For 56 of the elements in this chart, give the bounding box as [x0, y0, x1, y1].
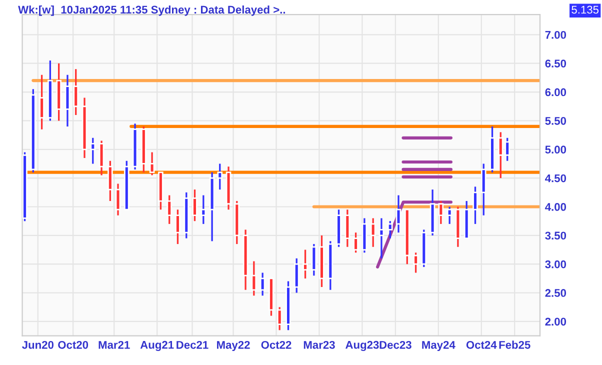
y-tick-label: 6.00 [545, 88, 566, 96]
candlestick [217, 162, 223, 190]
x-tick-label: Oct20 [58, 340, 88, 349]
candlestick [353, 232, 358, 254]
candlestick [472, 186, 478, 225]
x-tick-label: Aug21 [140, 340, 174, 352]
y-tick-label: 4.50 [545, 174, 566, 182]
x-tick-label: Mar23 [304, 340, 335, 349]
x-tick-label: Feb25 [499, 340, 530, 349]
candlestick [108, 160, 113, 202]
candlestick [73, 68, 79, 116]
candlestick [311, 243, 317, 276]
x-tick-label: Aug23 [346, 340, 379, 352]
candlestick [413, 252, 418, 274]
candlestick [276, 306, 282, 331]
candlestick [115, 182, 121, 216]
text: 5.135 [572, 6, 599, 14]
y-tick-label: 4.00 [545, 203, 566, 211]
x-tick-label: Jun20 [22, 340, 54, 349]
x-tick-label: Oct22 [261, 340, 292, 349]
y-tick-label: 6.50 [545, 60, 566, 68]
y-tick-label: 2.00 [545, 318, 566, 326]
x-tick-label: May24 [422, 340, 456, 352]
candlestick [39, 74, 44, 130]
candlestick [294, 258, 300, 294]
x-tick-label: Mar21 [98, 340, 130, 349]
candlestick [98, 140, 104, 176]
candlestick [90, 137, 96, 165]
candlestick [149, 151, 155, 176]
x-tick-label: Oct24 [466, 340, 497, 349]
chart-title: Wk:[w] 10Jan2025 11:35 Sydney : Data Delayed >.. [18, 5, 286, 16]
candlestick [344, 208, 350, 248]
y-tick-label: 3.00 [545, 260, 566, 268]
candlestick [378, 217, 384, 260]
candlestick [260, 272, 266, 296]
y-tick-label: 5.00 [545, 146, 566, 154]
candlestick [166, 194, 172, 225]
candlestick [175, 208, 180, 245]
candlestick [438, 200, 444, 225]
candlestick [396, 194, 402, 234]
candlestick [302, 248, 308, 280]
candlestick [446, 206, 452, 225]
x-tick-label: May22 [217, 340, 250, 352]
y-tick-label: 2.50 [545, 289, 566, 297]
candlestick [480, 162, 486, 216]
y-tick-label: 7.00 [545, 30, 566, 39]
candlestick [387, 220, 393, 240]
candlestick [64, 74, 70, 128]
y-tick-label: 5.50 [545, 116, 566, 125]
x-tick-label: Dec21 [176, 340, 208, 349]
y-tick-label: 3.50 [545, 232, 566, 240]
candlestick [370, 217, 376, 248]
candlestick [200, 194, 206, 225]
candlestick [251, 260, 257, 296]
candlestick [192, 188, 198, 222]
x-tick-label: Dec23 [380, 340, 412, 349]
